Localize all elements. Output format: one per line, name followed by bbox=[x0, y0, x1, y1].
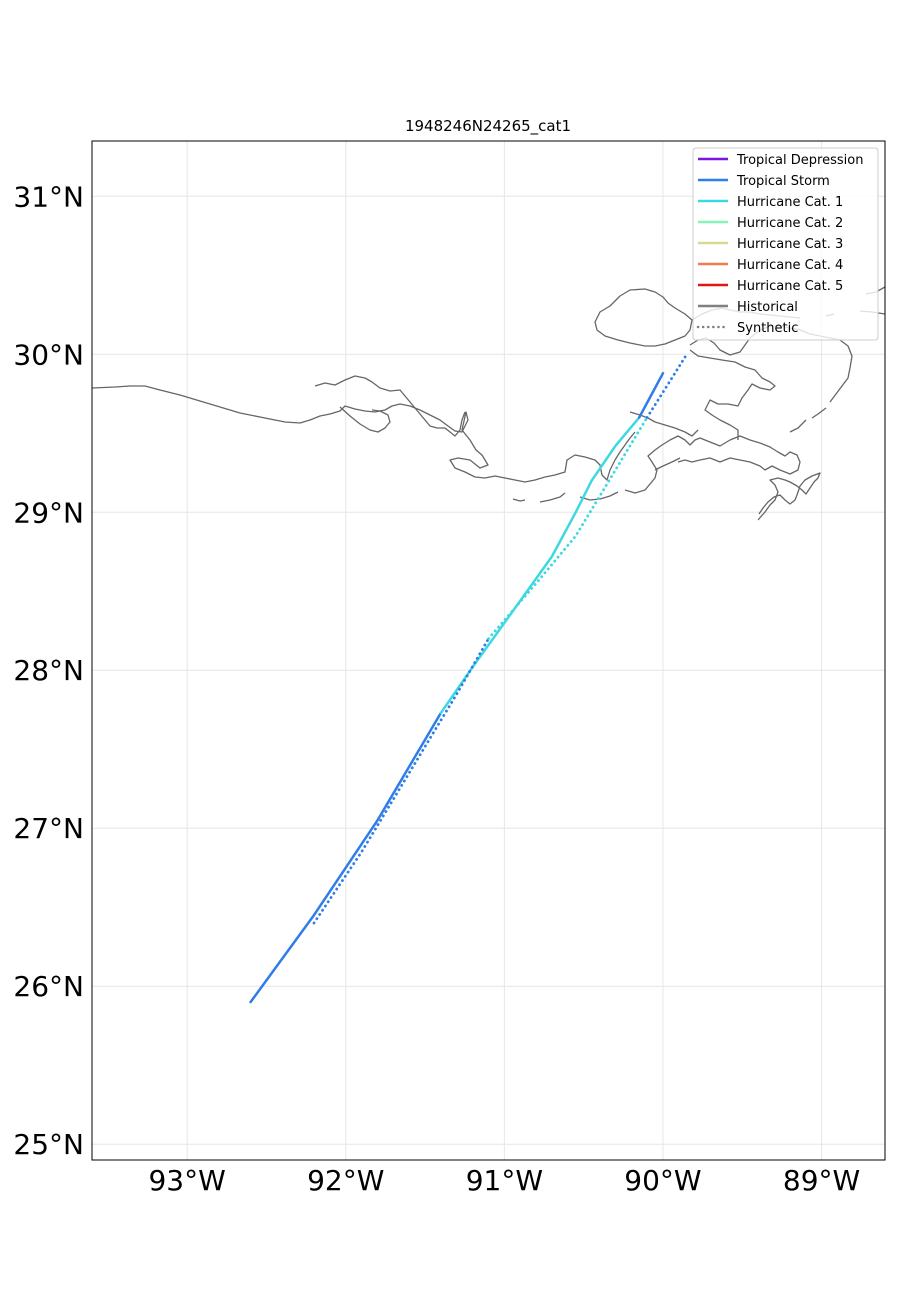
x-tick-label: 93°W bbox=[148, 1164, 225, 1197]
legend-item: Historical bbox=[698, 300, 798, 315]
coastline bbox=[579, 491, 619, 501]
legend-label: Tropical Depression bbox=[736, 153, 863, 168]
grid-layer bbox=[92, 141, 885, 1160]
legend-label: Hurricane Cat. 5 bbox=[737, 279, 843, 294]
y-tick-label: 28°N bbox=[13, 654, 84, 687]
legend-item: Synthetic bbox=[696, 321, 798, 336]
y-tick-label: 26°N bbox=[13, 970, 84, 1003]
legend-label: Historical bbox=[737, 300, 798, 315]
track-synthetic bbox=[312, 352, 689, 925]
legend-item: Hurricane Cat. 2 bbox=[698, 216, 843, 231]
legend-item: Tropical Depression bbox=[698, 153, 863, 168]
legend-label: Hurricane Cat. 1 bbox=[737, 195, 843, 210]
x-tick-label: 89°W bbox=[783, 1164, 860, 1197]
coastline bbox=[314, 375, 466, 437]
coastline bbox=[512, 498, 526, 502]
coastline bbox=[624, 435, 801, 494]
track-segment bbox=[249, 711, 443, 1004]
track-segment bbox=[439, 416, 641, 715]
coastline bbox=[789, 419, 807, 433]
axis-tick-labels: 93°W 92°W 91°W 90°W 89°W 25°N 26°N 27°N 28°N 29°N… bbox=[13, 180, 860, 1197]
coastline bbox=[594, 288, 693, 347]
legend-item: Hurricane Cat. 5 bbox=[698, 279, 843, 294]
legend-item: Hurricane Cat. 4 bbox=[698, 258, 843, 273]
legend-label: Tropical Storm bbox=[736, 174, 830, 189]
coastline bbox=[811, 407, 827, 419]
coastline bbox=[757, 472, 821, 521]
y-tick-label: 25°N bbox=[13, 1128, 84, 1161]
legend: Tropical Depression Tropical Storm Hurrica… bbox=[692, 147, 879, 341]
x-tick-label: 90°W bbox=[624, 1164, 701, 1197]
plot-frame bbox=[91, 140, 886, 1161]
coastline bbox=[654, 457, 681, 471]
y-tick-label: 30°N bbox=[13, 338, 84, 371]
track-segment bbox=[645, 352, 689, 419]
track-layer bbox=[249, 352, 689, 1004]
legend-item: Tropical Storm bbox=[698, 174, 830, 189]
y-tick-label: 27°N bbox=[13, 812, 84, 845]
legend-label: Hurricane Cat. 2 bbox=[737, 216, 843, 231]
coastline bbox=[92, 385, 636, 483]
x-tick-label: 92°W bbox=[307, 1164, 384, 1197]
legend-box bbox=[692, 147, 879, 341]
coastline bbox=[689, 349, 776, 440]
coastline bbox=[339, 406, 391, 433]
x-tick-label: 91°W bbox=[466, 1164, 543, 1197]
y-tick-label: 29°N bbox=[13, 496, 84, 529]
chart-title: 1948246N24265_cat1 bbox=[405, 117, 571, 136]
track-historical bbox=[249, 371, 665, 1004]
track-segment bbox=[487, 416, 649, 641]
legend-label: Hurricane Cat. 4 bbox=[737, 258, 843, 273]
track-segment bbox=[312, 637, 490, 925]
coastline bbox=[539, 492, 566, 503]
legend-label: Hurricane Cat. 3 bbox=[737, 237, 843, 252]
track-segment bbox=[637, 371, 665, 419]
legend-label: Synthetic bbox=[737, 321, 798, 336]
legend-item: Hurricane Cat. 1 bbox=[698, 195, 843, 210]
coastline bbox=[629, 411, 699, 437]
legend-item: Hurricane Cat. 3 bbox=[698, 237, 843, 252]
y-tick-label: 31°N bbox=[13, 180, 84, 213]
